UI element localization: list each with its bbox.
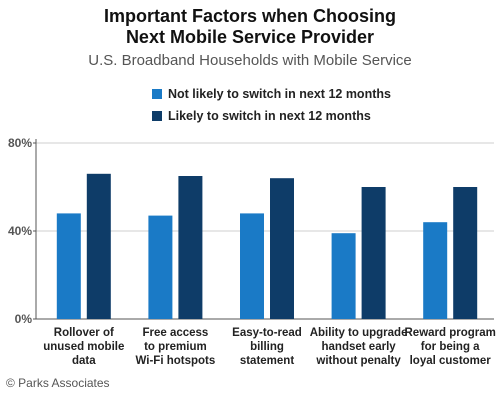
bar-likely	[453, 187, 478, 319]
y-tick-label: 40%	[8, 224, 32, 238]
chart-subtitle: U.S. Broadband Households with Mobile Se…	[88, 52, 412, 69]
x-tick-label: data	[72, 355, 96, 367]
x-tick-label: Reward program	[405, 327, 496, 339]
chart-title: Important Factors when Choosing Next Mob…	[0, 6, 500, 48]
x-tick-label: Free access	[142, 327, 208, 339]
x-tick-label: loyal customer	[410, 355, 492, 367]
x-tick-label: handset early	[322, 341, 397, 353]
bar-not-likely	[423, 222, 448, 319]
bar-not-likely	[148, 215, 173, 319]
y-tick-label: 0%	[15, 312, 33, 326]
bar-likely	[270, 178, 294, 319]
legend-item-likely: Likely to switch in next 12 months	[152, 106, 391, 126]
legend-label-likely: Likely to switch in next 12 months	[168, 109, 371, 123]
legend-label-not-likely: Not likely to switch in next 12 months	[168, 87, 391, 101]
legend-swatch-likely	[152, 111, 162, 121]
bar-likely	[86, 173, 111, 319]
x-tick-label: without penalty	[315, 355, 401, 367]
x-tick-label: Ability to upgrade	[310, 327, 408, 339]
x-tick-label: Wi-Fi hotspots	[136, 355, 216, 367]
bar-not-likely	[56, 213, 81, 319]
chart-title-line-2: Next Mobile Service Provider	[125, 27, 375, 47]
x-tick-label: billing	[250, 341, 284, 353]
bar-likely	[178, 176, 203, 319]
copyright-notice: © Parks Associates	[6, 376, 110, 390]
x-tick-label: for being a	[421, 341, 480, 353]
x-tick-label: Rollover of	[54, 327, 114, 339]
bar-likely	[361, 187, 386, 319]
chart-legend: Not likely to switch in next 12 months L…	[152, 84, 391, 128]
bar-not-likely	[240, 213, 264, 319]
x-tick-label: to premium	[144, 341, 207, 353]
legend-item-not-likely: Not likely to switch in next 12 months	[152, 84, 391, 104]
legend-swatch-not-likely	[152, 89, 162, 99]
x-tick-label: unused mobile	[43, 341, 124, 353]
bar-not-likely	[331, 233, 356, 319]
x-tick-label: statement	[240, 355, 294, 367]
chart-title-line-1: Important Factors when Choosing	[103, 6, 396, 26]
x-tick-label: Easy-to-read	[232, 327, 302, 339]
y-tick-label: 80%	[8, 136, 32, 150]
